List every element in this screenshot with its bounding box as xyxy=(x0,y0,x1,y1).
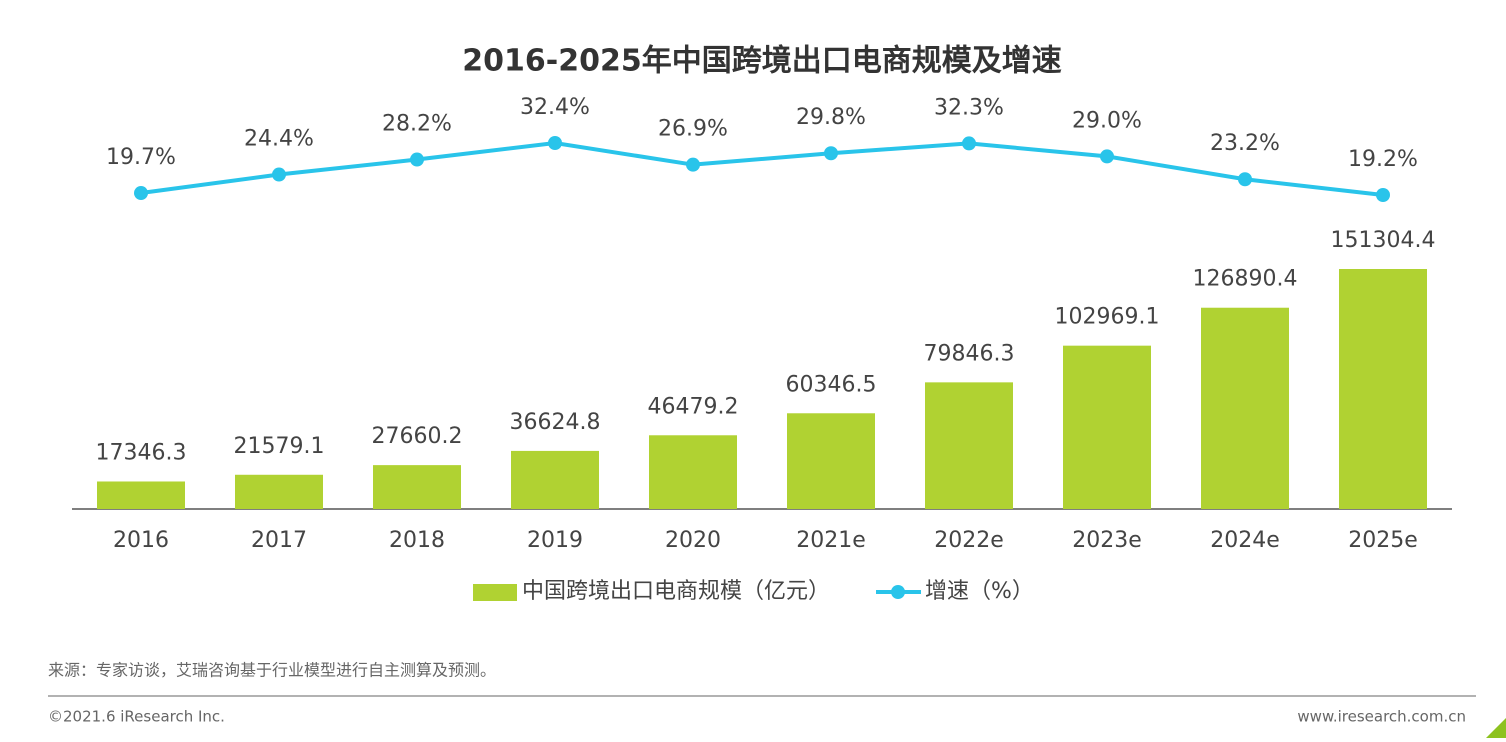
x-tick-label: 2023e xyxy=(1072,528,1142,553)
line xyxy=(140,140,1384,197)
line-point xyxy=(548,136,562,150)
line-value-label: 24.4% xyxy=(244,127,314,152)
x-tick-label: 2021e xyxy=(796,528,866,553)
line-point xyxy=(134,186,148,201)
line-value-label: 28.2% xyxy=(382,112,452,137)
x-tick-label: 2025e xyxy=(1348,528,1418,553)
line-point xyxy=(824,146,838,161)
legend-swatch xyxy=(473,584,517,601)
corner-decoration xyxy=(1486,718,1506,738)
legend-swatch xyxy=(891,585,906,599)
source-note: 来源：专家访谈，艾瑞咨询基于行业模型进行自主测算及预测。 xyxy=(48,661,496,680)
bar xyxy=(235,474,323,509)
bar-value-label: 102969.1 xyxy=(1055,305,1160,330)
bar xyxy=(1339,269,1427,509)
website: www.iresearch.com.cn xyxy=(1297,708,1466,726)
line-value-label: 19.7% xyxy=(106,145,176,170)
line-value-label: 26.9% xyxy=(658,117,728,142)
bar xyxy=(787,413,875,509)
copyright: ©2021.6 iResearch Inc. xyxy=(48,708,225,726)
line-value-label: 32.4% xyxy=(520,95,590,120)
bar-value-label: 46479.2 xyxy=(648,394,739,419)
x-tick-label: 2016 xyxy=(113,528,169,553)
line-value-label: 23.2% xyxy=(1210,131,1280,156)
bar xyxy=(649,435,737,509)
bar-value-label: 27660.2 xyxy=(372,424,463,449)
line-value-label: 29.0% xyxy=(1072,108,1142,133)
line-point xyxy=(962,136,976,151)
x-tick-label: 2017 xyxy=(251,528,307,553)
chart-title: 2016-2025年中国跨境出口电商规模及增速 xyxy=(462,44,1061,79)
legend-label: 增速（%） xyxy=(925,579,1034,604)
bar xyxy=(97,481,185,509)
bar xyxy=(373,465,461,509)
x-tick-label: 2020 xyxy=(665,528,721,553)
line-point xyxy=(1376,188,1390,202)
bar-value-label: 17346.3 xyxy=(96,440,187,465)
bar-value-label: 79846.3 xyxy=(924,341,1015,366)
line-point xyxy=(1238,172,1252,187)
x-tick-label: 2018 xyxy=(389,528,445,553)
bar-value-label: 126890.4 xyxy=(1193,267,1298,292)
legend-label: 中国跨境出口电商规模（亿元） xyxy=(522,579,830,604)
line-value-label: 29.8% xyxy=(796,105,866,130)
x-tick-label: 2024e xyxy=(1210,528,1280,553)
bar-value-label: 60346.5 xyxy=(786,372,877,397)
bar-value-label: 36624.8 xyxy=(510,410,601,435)
line-value-label: 19.2% xyxy=(1348,147,1418,172)
x-tick-label: 2019 xyxy=(527,528,583,553)
x-tick-label: 2022e xyxy=(934,528,1004,553)
line-point xyxy=(686,157,700,172)
line-point xyxy=(1100,149,1114,164)
bar xyxy=(925,382,1013,509)
line-value-label: 32.3% xyxy=(934,95,1004,120)
bar-value-label: 151304.4 xyxy=(1331,228,1436,253)
bar xyxy=(1063,345,1151,509)
bar xyxy=(511,450,599,509)
bar xyxy=(1201,307,1289,509)
line-point xyxy=(272,167,286,182)
line-point xyxy=(410,152,424,167)
bar-value-label: 21579.1 xyxy=(234,434,325,459)
